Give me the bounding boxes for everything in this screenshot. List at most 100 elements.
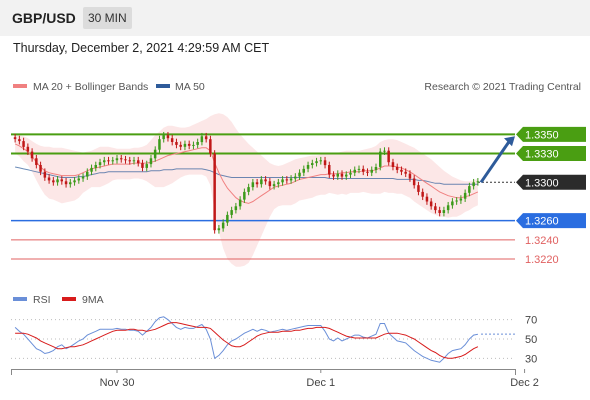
forecast-arrow-shaft [479,139,512,184]
candle-body [260,179,263,185]
candle-body [383,150,386,152]
candle-body [162,135,165,140]
candle-body [353,169,356,173]
candle-body [103,160,106,163]
candle-body [459,198,463,201]
candle-body [170,138,174,142]
candle-body [145,164,148,168]
candle-body [149,158,153,165]
candle-body [328,165,331,175]
candle-body [336,173,339,177]
candle-body [94,165,97,168]
candle-body [47,177,51,181]
rsi-legend: RSI 9MA [13,294,104,306]
level-label-1-3240: 1.3240 [525,235,559,247]
candle-body [187,143,191,146]
header-bar: GBP/USD 30 MIN [0,0,590,36]
candle-body [77,178,80,181]
candle-body [204,136,208,140]
candle-body [323,160,327,166]
candle-body [179,144,182,147]
candle-body [370,169,373,173]
candle-body [311,163,314,165]
x-tick-label: Dec 2 [510,377,539,389]
candle-body [192,144,195,146]
candle-body [128,160,131,162]
rsi-tick-50: 50 [525,334,537,346]
ma20-legend-swatch [13,84,27,88]
candle-body [357,168,361,170]
candle-body [277,182,280,185]
rsi-ma-line [15,322,479,359]
candle-body [56,179,59,183]
candle-body [226,214,229,223]
candle-body [294,176,297,179]
candle-body [366,171,369,173]
candle-body [26,146,30,152]
candle-body [124,159,127,161]
credit-label: Research © 2021 Trading Central [424,81,581,93]
candle-body [153,149,157,159]
rsi-tick-30: 30 [525,353,537,365]
candle-body [13,137,17,140]
candle-body [90,167,93,172]
bollinger-band-fill [15,113,478,267]
candle-body [221,222,225,229]
candle-body [408,173,412,179]
candle-body [43,171,47,178]
rsi-line [14,316,479,363]
candle-body [200,136,204,143]
candle-body [379,151,382,167]
candle-body [52,180,55,183]
candle-body [115,158,119,161]
candle-body [340,173,344,177]
candle-body [298,172,301,177]
candle-body [213,153,216,231]
candle-body [429,201,433,207]
candle-body [434,206,437,211]
forecast-arrow-head [504,136,515,147]
candle-body [230,210,233,215]
candle-body [395,167,399,170]
candle-body [247,187,250,192]
candle-body [183,143,187,147]
candle-body [417,185,420,192]
candle-body [107,160,110,162]
candle-body [404,171,407,174]
candle-body [18,139,21,142]
candle-body [251,182,255,188]
candles [13,131,515,234]
x-tick-label: Dec 1 [306,377,335,389]
candle-body [451,201,454,206]
candle-body [264,179,267,182]
timeframe-badge[interactable]: 30 MIN [83,7,132,29]
rsi-ma-legend-swatch [62,297,76,301]
candle-body [137,160,140,164]
candle-body [132,160,136,162]
candle-body [35,158,38,165]
candle-body [22,141,25,147]
candle-body [391,162,395,167]
candle-body [39,165,42,172]
candle-body [315,161,318,164]
candle-body [302,168,305,173]
candle-body [141,163,144,168]
candle-body [64,181,68,185]
candle-body [421,191,424,197]
candle-body [442,210,446,213]
candle-body [446,205,450,211]
candle-body [319,160,322,162]
level-badge-1 [516,146,586,162]
candle-body [281,179,284,183]
candle-body [455,200,458,202]
level-label-1-3260: 1.3260 [525,216,559,228]
candle-body [166,135,170,139]
candle-body [120,158,123,160]
candle-body [69,182,72,185]
level-badge-2 [516,213,586,229]
legend: MA 20 + Bollinger Bands MA 50 Research ©… [13,81,581,93]
last-price-badge [516,174,586,190]
candle-body [30,151,34,159]
